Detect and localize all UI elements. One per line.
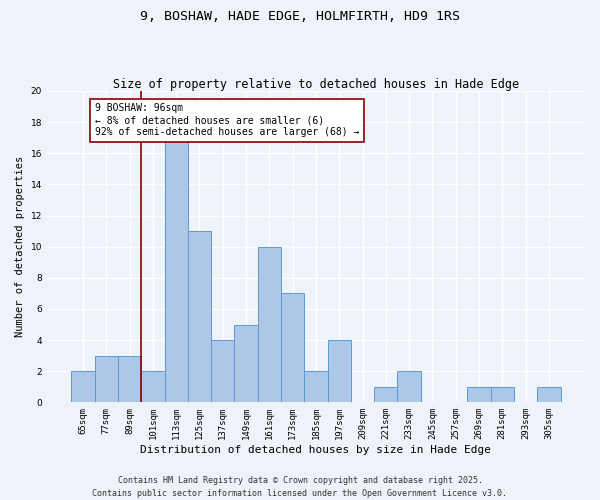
Bar xyxy=(304,371,328,402)
Bar xyxy=(235,324,258,402)
Bar xyxy=(118,356,141,403)
Y-axis label: Number of detached properties: Number of detached properties xyxy=(15,156,25,338)
Bar xyxy=(141,371,164,402)
Bar xyxy=(258,246,281,402)
Bar xyxy=(537,387,560,402)
Bar xyxy=(164,138,188,402)
Bar xyxy=(374,387,397,402)
Bar xyxy=(281,294,304,403)
Text: 9 BOSHAW: 96sqm
← 8% of detached houses are smaller (6)
92% of semi-detached hou: 9 BOSHAW: 96sqm ← 8% of detached houses … xyxy=(95,104,359,136)
Bar xyxy=(491,387,514,402)
Text: Contains HM Land Registry data © Crown copyright and database right 2025.
Contai: Contains HM Land Registry data © Crown c… xyxy=(92,476,508,498)
Text: 9, BOSHAW, HADE EDGE, HOLMFIRTH, HD9 1RS: 9, BOSHAW, HADE EDGE, HOLMFIRTH, HD9 1RS xyxy=(140,10,460,23)
X-axis label: Distribution of detached houses by size in Hade Edge: Distribution of detached houses by size … xyxy=(140,445,491,455)
Bar xyxy=(397,371,421,402)
Bar xyxy=(328,340,351,402)
Title: Size of property relative to detached houses in Hade Edge: Size of property relative to detached ho… xyxy=(113,78,519,91)
Bar xyxy=(188,231,211,402)
Bar xyxy=(95,356,118,403)
Bar xyxy=(211,340,235,402)
Bar xyxy=(467,387,491,402)
Bar xyxy=(71,371,95,402)
